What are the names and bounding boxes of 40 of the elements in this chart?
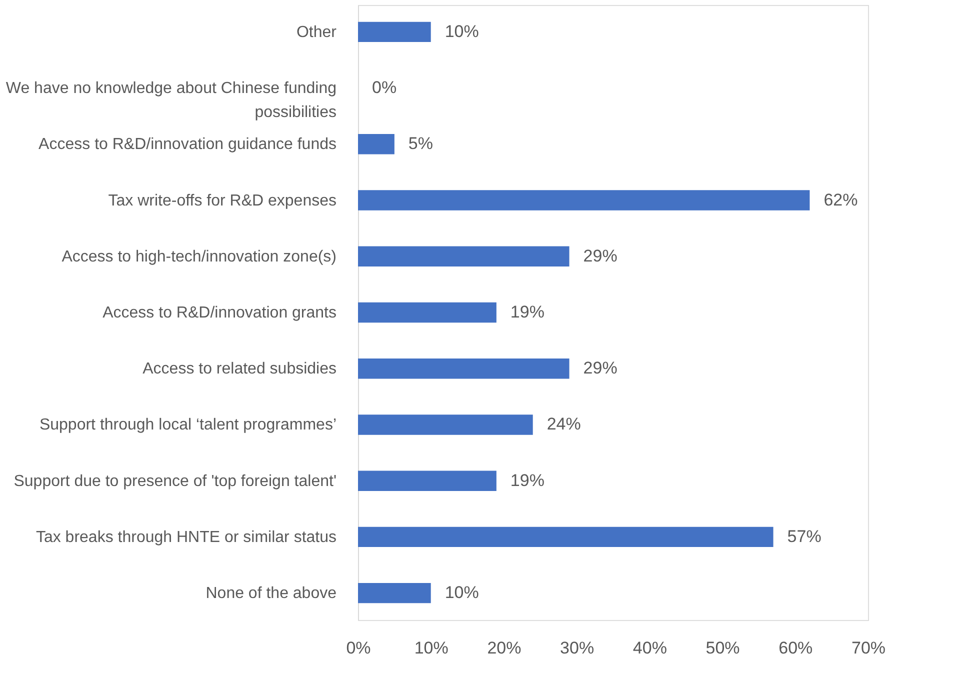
y-tick-label: Access to high-tech/innovation zone(s): [62, 248, 336, 266]
data-label: 10%: [444, 22, 479, 41]
x-tick-label: 70%: [851, 638, 886, 658]
bar: [358, 302, 496, 323]
bar: [358, 582, 431, 604]
bar: [358, 414, 533, 435]
data-label: 24%: [546, 414, 581, 434]
bar: [358, 22, 431, 42]
y-tick-label: Support through local ‘talent programmes’: [39, 416, 336, 434]
data-label: 5%: [408, 134, 434, 154]
x-tick-label: 40%: [632, 638, 667, 658]
bar: [358, 526, 774, 548]
y-tick-label: Tax breaks through HNTE or similar status: [36, 528, 336, 546]
bar: [358, 246, 570, 266]
y-tick-label: Access to related subsidies: [142, 360, 336, 378]
x-tick-label: 0%: [346, 638, 371, 658]
bar: [358, 470, 496, 491]
y-tick-label: We have no knowledge about Chinese funding possibilities: [6, 80, 336, 122]
y-tick-label: Support due to presence of 'top foreign talent': [14, 472, 336, 490]
x-tick-label: 30%: [560, 638, 594, 658]
y-tick-label: Access to R&D/innovation grants: [102, 304, 336, 322]
y-tick-label: Other: [296, 24, 338, 41]
data-label: 0%: [372, 78, 397, 98]
y-tick-label: Access to R&D/innovation guidance funds: [38, 136, 336, 154]
x-tick-label: 50%: [706, 638, 740, 658]
bar: [358, 134, 394, 154]
data-label: 19%: [510, 470, 544, 490]
x-tick-label: 10%: [414, 638, 448, 658]
data-label: 29%: [583, 246, 618, 266]
y-tick-label: Tax write-offs for R&D expenses: [108, 192, 336, 210]
data-label: 57%: [787, 526, 822, 546]
y-tick-label: None of the above: [206, 585, 337, 602]
data-label: 10%: [444, 583, 479, 602]
bar: [358, 358, 570, 379]
data-label: 62%: [824, 190, 858, 210]
data-label: 19%: [510, 302, 544, 322]
x-tick-label: 20%: [487, 638, 522, 658]
x-tick-label: 60%: [778, 638, 813, 658]
bar: [358, 190, 810, 210]
data-label: 29%: [583, 358, 618, 378]
